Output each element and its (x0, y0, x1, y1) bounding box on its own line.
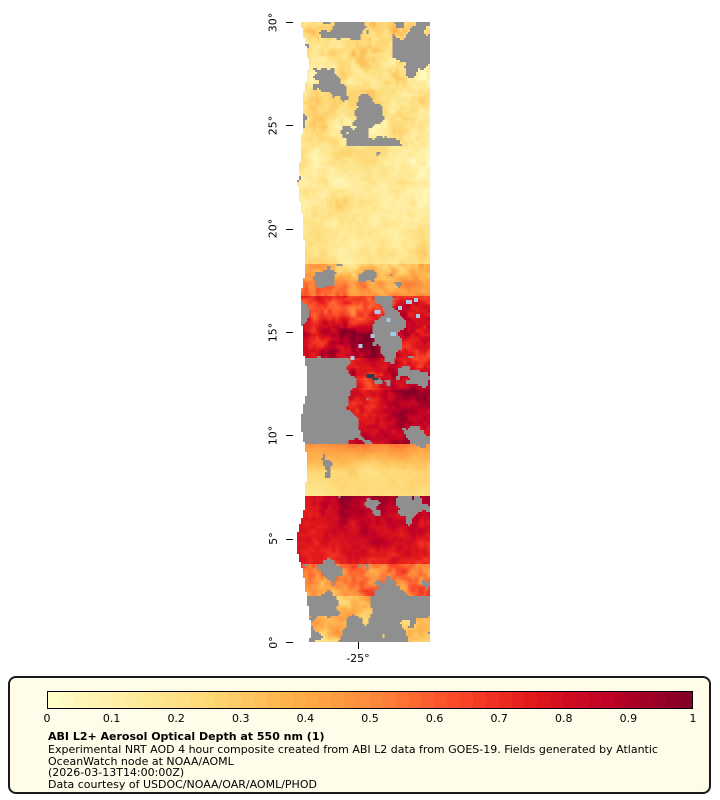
colorbar-tick-label: 1 (689, 712, 697, 725)
legend-line-node: OceanWatch node at NOAA/AOML (48, 754, 234, 768)
colorbar-cell (395, 692, 409, 708)
colorbar-cell (666, 692, 679, 708)
colorbar-cell (125, 692, 139, 708)
colorbar-tick-label: 0.8 (555, 712, 573, 725)
colorbar-cell (575, 692, 589, 708)
y-axis-tick-label: 20° (266, 218, 280, 239)
colorbar-cell (653, 692, 666, 708)
y-axis-tick (286, 228, 293, 230)
colorbar-cell (151, 692, 164, 708)
colorbar-cell (601, 692, 615, 708)
colorbar-cell (163, 692, 177, 708)
colorbar-cell (369, 692, 383, 708)
colorbar-cell (292, 692, 306, 708)
colorbar-cell (640, 692, 654, 708)
colorbar-cell (331, 692, 345, 708)
colorbar-tick-label: 0.4 (296, 712, 315, 725)
colorbar-cell (421, 692, 435, 708)
colorbar (47, 691, 693, 709)
y-axis-tick (286, 332, 293, 333)
colorbar-tick-label: 0 (43, 712, 51, 725)
colorbar-cell (408, 692, 422, 708)
y-axis-tick (286, 538, 293, 540)
colorbar-cell (279, 692, 293, 708)
colorbar-cell (357, 692, 370, 708)
y-axis-tick (286, 435, 293, 437)
colorbar-cell (60, 692, 74, 708)
y-axis-tick (286, 22, 293, 23)
y-axis-tick-label: 25° (266, 115, 280, 136)
legend-box: 0 0.1 0.2 0.3 0.4 0.5 0.6 0.7 0.8 0.9 1 ABI L2+ Ae… (8, 676, 711, 794)
colorbar-cell (434, 692, 448, 708)
y-axis-tick (286, 642, 293, 643)
legend-line-timestamp: (2026-03-13T14:00:00Z) (48, 766, 185, 779)
colorbar-tick-label: 0.2 (167, 712, 185, 725)
y-axis-tick-label: 0° (266, 635, 280, 649)
colorbar-cell (215, 692, 229, 708)
colorbar-cell (48, 692, 61, 708)
colorbar-cell (254, 692, 267, 708)
colorbar-cell (447, 692, 460, 708)
colorbar-cell (678, 692, 692, 708)
colorbar-cell (266, 692, 280, 708)
y-axis-tick-label: 5° (266, 532, 280, 545)
colorbar-cell (627, 692, 641, 708)
colorbar-cell (202, 692, 216, 708)
colorbar-cell (305, 692, 319, 708)
y-axis-tick (286, 125, 293, 127)
colorbar-tick-label: 0.7 (490, 712, 508, 725)
colorbar-cell (241, 692, 254, 708)
colorbar-cell (189, 692, 203, 708)
colorbar-cell (112, 692, 126, 708)
colorbar-tick-label: 0.6 (425, 712, 444, 725)
colorbar-cell (498, 692, 512, 708)
x-axis-tick-label: -25° (346, 652, 370, 665)
x-axis-tick (357, 642, 359, 649)
aod-map: 30° 25° 20° 15° 10° 5° 0° -25° (267, 12, 430, 665)
colorbar-cell (460, 692, 473, 708)
colorbar-cell (485, 692, 499, 708)
y-axis-tick-label: 15° (266, 322, 280, 342)
colorbar-cell (228, 692, 242, 708)
colorbar-tick-label: 0.9 (619, 712, 638, 725)
legend-line-composite: Experimental NRT AOD 4 hour composite cr… (48, 743, 658, 756)
colorbar-tick-label: 0.3 (232, 712, 250, 725)
colorbar-cell (524, 692, 538, 708)
legend-description: Experimental NRT AOD 4 hour composite cr… (48, 744, 698, 790)
colorbar-cell (382, 692, 396, 708)
colorbar-cell (588, 692, 602, 708)
colorbar-cell (138, 692, 151, 708)
colorbar-tick-label: 0.5 (361, 712, 379, 725)
colorbar-cell (99, 692, 113, 708)
colorbar-cell (176, 692, 190, 708)
colorbar-cell (86, 692, 100, 708)
colorbar-cell (344, 692, 357, 708)
aod-map-canvas (293, 22, 430, 642)
colorbar-cell (511, 692, 525, 708)
legend-title: ABI L2+ Aerosol Optical Depth at 550 nm … (48, 730, 325, 743)
colorbar-labels: 0 0.1 0.2 0.3 0.4 0.5 0.6 0.7 0.8 0.9 1 (43, 712, 697, 725)
colorbar-cell (537, 692, 551, 708)
colorbar-cell (614, 692, 628, 708)
colorbar-cell (73, 692, 87, 708)
colorbar-cell (472, 692, 486, 708)
colorbar-cell (550, 692, 563, 708)
y-axis-tick-label: 30° (266, 12, 280, 32)
colorbar-cell (563, 692, 576, 708)
colorbar-cell (318, 692, 332, 708)
y-axis-tick-label: 10° (266, 425, 280, 446)
colorbar-tick-label: 0.1 (102, 712, 121, 725)
legend-line-courtesy: Data courtesy of USDOC/NOAA/OAR/AOML/PHO… (48, 777, 317, 791)
